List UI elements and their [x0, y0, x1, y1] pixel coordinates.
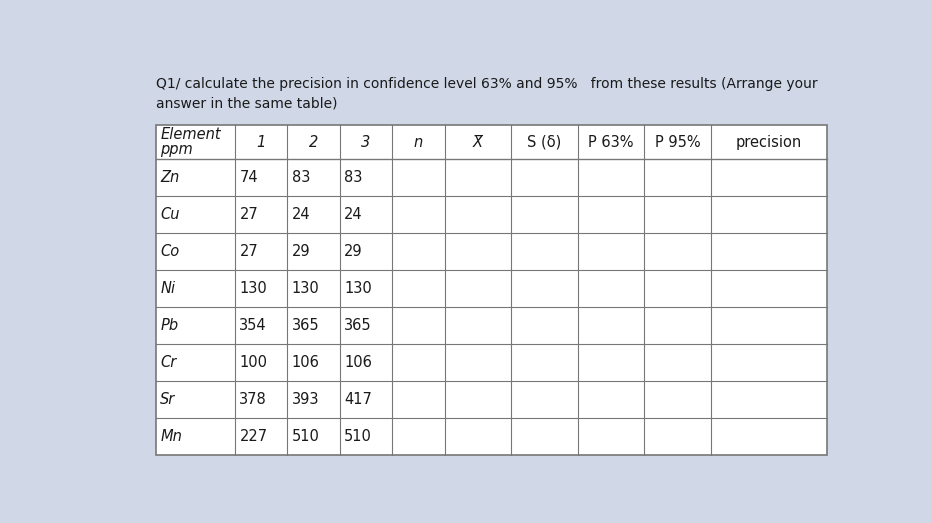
- Text: 3: 3: [361, 134, 371, 150]
- Text: 365: 365: [344, 318, 371, 333]
- Text: 83: 83: [291, 170, 310, 185]
- Text: 83: 83: [344, 170, 362, 185]
- Text: 106: 106: [344, 355, 372, 370]
- Text: 393: 393: [291, 392, 319, 407]
- Text: 510: 510: [291, 429, 319, 445]
- Text: P 95%: P 95%: [654, 134, 700, 150]
- Text: 27: 27: [239, 244, 258, 259]
- Text: Co: Co: [160, 244, 180, 259]
- Text: 2: 2: [309, 134, 318, 150]
- Text: X̅: X̅: [473, 134, 483, 150]
- Text: 354: 354: [239, 318, 267, 333]
- Text: 1: 1: [257, 134, 266, 150]
- Text: 130: 130: [239, 281, 267, 296]
- Text: Zn: Zn: [160, 170, 180, 185]
- Text: 365: 365: [291, 318, 319, 333]
- Text: 24: 24: [344, 207, 363, 222]
- Text: answer in the same table): answer in the same table): [156, 97, 338, 111]
- Text: 130: 130: [291, 281, 319, 296]
- Text: 417: 417: [344, 392, 372, 407]
- Text: Element: Element: [160, 127, 221, 142]
- Text: Ni: Ni: [160, 281, 176, 296]
- Text: 510: 510: [344, 429, 372, 445]
- Text: 27: 27: [239, 207, 258, 222]
- Text: Cu: Cu: [160, 207, 180, 222]
- Text: 227: 227: [239, 429, 267, 445]
- Text: ppm: ppm: [160, 142, 193, 157]
- Text: n: n: [413, 134, 423, 150]
- Text: 100: 100: [239, 355, 267, 370]
- Text: Q1/ calculate the precision in confidence level 63% and 95%   from these results: Q1/ calculate the precision in confidenc…: [156, 77, 817, 91]
- Text: Cr: Cr: [160, 355, 177, 370]
- Text: Pb: Pb: [160, 318, 179, 333]
- Text: precision: precision: [735, 134, 802, 150]
- Text: 29: 29: [291, 244, 310, 259]
- Text: 378: 378: [239, 392, 267, 407]
- Text: 24: 24: [291, 207, 310, 222]
- Text: 29: 29: [344, 244, 363, 259]
- Text: 106: 106: [291, 355, 319, 370]
- Text: 130: 130: [344, 281, 371, 296]
- Text: 74: 74: [239, 170, 258, 185]
- Text: P 63%: P 63%: [588, 134, 634, 150]
- Text: Sr: Sr: [160, 392, 176, 407]
- Text: S (δ): S (δ): [527, 134, 561, 150]
- Text: Mn: Mn: [160, 429, 182, 445]
